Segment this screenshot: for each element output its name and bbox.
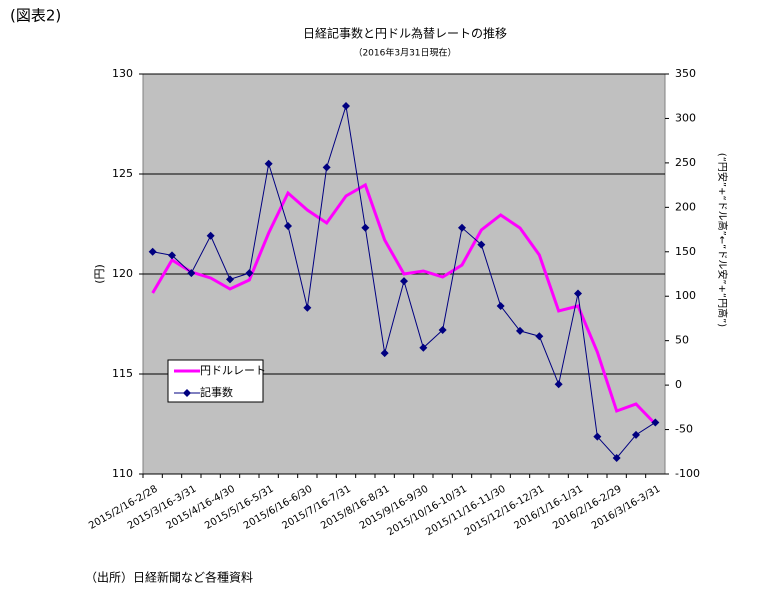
marker <box>477 240 486 249</box>
marker <box>496 302 505 310</box>
x-tick-label: 2015/2/16-2/28 <box>87 484 159 532</box>
marker <box>245 269 254 278</box>
y-tick-label: 120 <box>112 267 133 280</box>
marker <box>187 269 196 278</box>
y2-tick-label: 250 <box>675 156 696 169</box>
x-tick-label: 2016/3/16-3/31 <box>590 484 662 532</box>
marker <box>574 289 582 298</box>
x-tick-label: 2015/7/16-7/31 <box>281 484 353 532</box>
y-axis-label: (円) <box>93 264 106 284</box>
legend-label: 記事数 <box>200 385 233 399</box>
y2-tick-label: -50 <box>675 423 693 436</box>
y2-tick-label: 0 <box>675 378 682 391</box>
marker <box>342 102 350 110</box>
x-tick-label: 2015/3/16-3/31 <box>126 484 198 532</box>
legend <box>167 359 264 403</box>
legend-marker <box>183 389 191 397</box>
marker <box>148 247 157 256</box>
marker <box>322 163 331 172</box>
marker <box>612 454 621 462</box>
series-line <box>151 182 657 426</box>
y2-tick-label: 100 <box>675 289 696 302</box>
marker <box>206 231 215 240</box>
y2-tick-label: 150 <box>675 245 696 258</box>
y2-axis-label: (“円安”+“ドル高”←“ドル安”+“円高”) <box>716 153 729 327</box>
x-tick-label: 2016/2/16-2/29 <box>551 484 623 532</box>
marker <box>593 432 602 441</box>
marker <box>651 418 660 427</box>
x-tick-label: 2016/1/16-1/31 <box>513 484 585 532</box>
marker <box>400 277 408 286</box>
x-tick-label: 2015/4/16-4/30 <box>165 484 237 532</box>
y2-tick-label: 50 <box>675 334 689 347</box>
y-tick-label: 115 <box>112 367 133 380</box>
marker <box>458 223 466 232</box>
marker <box>168 251 176 260</box>
chart-title: 日経記事数と円ドル為替レートの推移 <box>303 26 507 41</box>
marker <box>264 159 273 168</box>
y-tick-label: 110 <box>112 467 133 480</box>
marker <box>226 275 234 284</box>
x-tick-label: 2015/5/16-5/31 <box>203 484 275 532</box>
marker <box>303 303 312 312</box>
marker <box>419 343 428 352</box>
y2-tick-label: 200 <box>675 200 696 213</box>
x-tick-label: 2015/8/16-8/31 <box>319 484 391 532</box>
y-tick-label: 125 <box>112 167 133 180</box>
legend-label: 円ドルレート <box>200 364 266 377</box>
marker <box>632 430 640 439</box>
marker <box>438 326 447 334</box>
y2-tick-label: 300 <box>675 111 696 124</box>
marker <box>284 222 292 230</box>
source: （出所）日経新聞など各種資料 <box>85 570 253 585</box>
marker <box>535 332 544 341</box>
y-tick-label: 130 <box>112 67 133 80</box>
x-tick-label: 2015/6/16-6/30 <box>242 484 314 532</box>
y2-tick-label: 350 <box>675 67 696 80</box>
marker <box>516 326 524 335</box>
y2-tick-label: -100 <box>675 467 700 480</box>
marker <box>361 223 370 232</box>
marker <box>380 349 389 358</box>
figure-label: (図表2) <box>10 7 61 25</box>
chart-subtitle: （2016年3月31日現在） <box>353 47 456 59</box>
marker <box>554 380 563 389</box>
